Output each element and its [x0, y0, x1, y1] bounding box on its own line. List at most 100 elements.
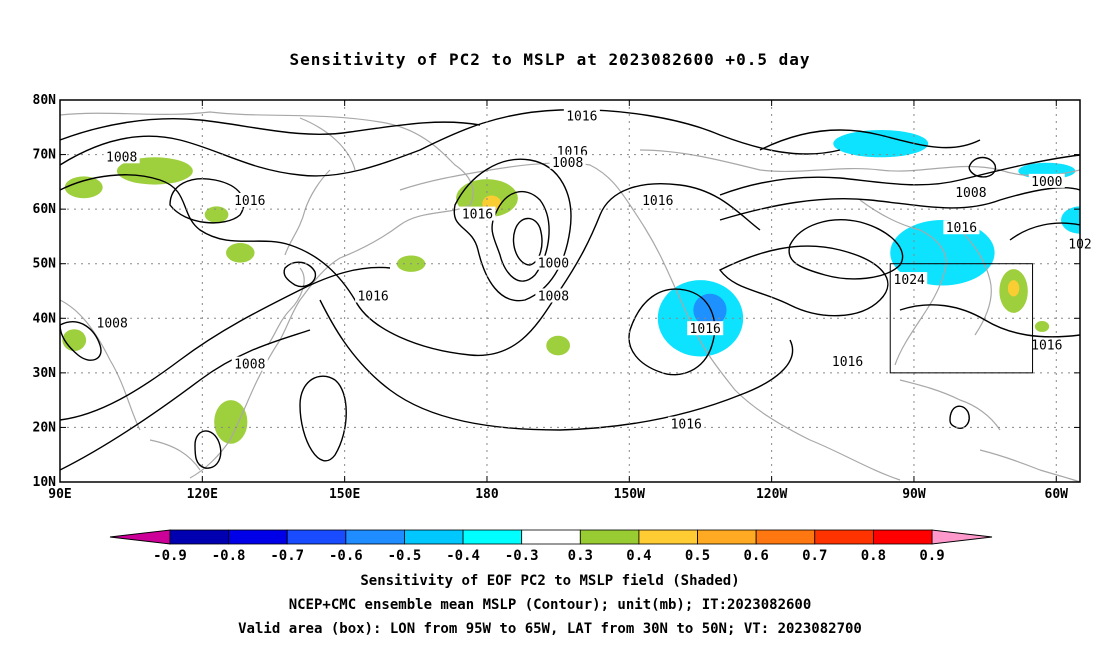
- contour-label-bg: [1028, 337, 1065, 352]
- contour-label: 1000: [1031, 175, 1062, 190]
- lon-tick-label: 120E: [187, 487, 218, 502]
- colorbar-swatch: [169, 529, 230, 545]
- shading-blob: [214, 400, 248, 444]
- contour-label: 1008: [106, 150, 137, 165]
- colorbar-label: -0.3: [505, 548, 539, 564]
- shading-blob: [1007, 280, 1020, 297]
- shading-blob: [890, 220, 995, 286]
- lat-tick-label: 20N: [33, 420, 57, 435]
- colorbar-label: -0.9: [153, 548, 187, 564]
- contour-label: 1008: [538, 289, 569, 304]
- contour-label-bg: [355, 288, 392, 303]
- lon-tick-label: 150W: [614, 487, 645, 502]
- colorbar-label: -0.8: [212, 548, 246, 564]
- lat-tick-label: 30N: [33, 366, 57, 381]
- shading-blob: [62, 329, 87, 352]
- contour-label-bg: [943, 220, 980, 235]
- colorbar-label: -0.5: [388, 548, 422, 564]
- lon-tick-label: 90E: [48, 487, 71, 502]
- colorbar-label: 0.9: [919, 548, 944, 564]
- shading-blob: [64, 176, 103, 199]
- contour-label-bg: [668, 416, 705, 431]
- lat-tick-label: 10N: [33, 475, 57, 490]
- contour-label-bg: [952, 184, 989, 199]
- contour-label-bg: [231, 356, 268, 371]
- contour-labels: 1016 1016 1008 1008 1016 1016 1016 1000 1008 1016…: [94, 108, 1094, 433]
- shading-blob: [204, 206, 229, 223]
- colorbar-swatch: [755, 529, 816, 545]
- contour-label: 1008: [955, 186, 986, 201]
- colorbar-label: -0.4: [446, 548, 480, 564]
- contour-label-bg: [459, 206, 496, 221]
- colorbar-label: 0.4: [626, 548, 651, 564]
- contour-label-bg: [563, 108, 600, 123]
- shading-blob: [1061, 206, 1080, 234]
- lat-lon-grid: [60, 100, 1080, 482]
- lat-tick-label: 50N: [33, 257, 57, 272]
- lon-tick-label: 60W: [1045, 487, 1069, 502]
- shading-blob: [226, 242, 255, 263]
- contour-label: 1016: [1031, 339, 1062, 354]
- contour-label: 1024: [894, 273, 925, 288]
- caption-shading: Sensitivity of EOF PC2 to MSLP field (Sh…: [360, 573, 740, 589]
- contour-label-bg: [535, 255, 572, 270]
- colorbar-swatch: [228, 529, 288, 545]
- colorbar-swatch: [814, 529, 874, 545]
- contour-label: 1008: [552, 156, 583, 171]
- contour-label-bg: [829, 353, 866, 368]
- lat-tick-label: 70N: [33, 148, 57, 163]
- contour-label-bg: [103, 149, 140, 164]
- caption-contour: NCEP+CMC ensemble mean MSLP (Contour); u…: [288, 597, 812, 613]
- shading-blob: [833, 130, 929, 158]
- caption-valid-area: Valid area (box): LON from 95W to 65W, L…: [238, 621, 862, 637]
- colorbar-swatch: [521, 529, 581, 545]
- contour-label-bg: [231, 192, 268, 207]
- colorbar-swatch: [345, 529, 405, 545]
- shading-blob: [116, 157, 193, 185]
- colorbar-high-end: [931, 529, 993, 545]
- colorbar-swatch: [404, 529, 464, 545]
- lon-tick-label: 120W: [756, 487, 787, 502]
- colorbar-label: 0.6: [744, 548, 769, 564]
- mslp-contours: [60, 109, 1080, 471]
- colorbar-swatch: [579, 529, 640, 545]
- colorbar-swatch: [697, 529, 757, 545]
- colorbar-label: 0.5: [685, 548, 710, 564]
- lat-tick-label: 40N: [33, 311, 57, 326]
- contour-label-bg: [1028, 173, 1065, 188]
- shading-blob: [1034, 321, 1050, 332]
- lon-tick-label: 150E: [329, 487, 360, 502]
- contour-label-bg: [94, 315, 131, 330]
- colorbar-label: -0.7: [270, 548, 304, 564]
- contour-label: 1016: [357, 289, 388, 304]
- coastlines: [60, 111, 1080, 482]
- map-frame: [59, 99, 1081, 483]
- contour-label: 1016: [946, 221, 977, 236]
- contour-label-bg: [549, 154, 586, 169]
- colorbar-swatch: [462, 529, 523, 545]
- colorbar: -0.9 -0.8 -0.7 -0.6 -0.5 -0.4 -0.3 0.3 0.4 0.5 0.6…: [109, 529, 993, 564]
- contour-label: 1016: [832, 355, 863, 370]
- colorbar-swatch: [638, 529, 698, 545]
- colorbar-label: 0.7: [802, 548, 827, 564]
- valid-area-box: [889, 263, 1034, 374]
- colorbar-swatch: [286, 529, 347, 545]
- contour-label: 1008: [97, 317, 128, 332]
- colorbar-label: 0.3: [568, 548, 593, 564]
- contour-label-bg: [554, 143, 591, 158]
- colorbar-swatch: [872, 529, 933, 545]
- lat-tick-label: 60N: [33, 202, 57, 217]
- colorbar-label: -0.6: [329, 548, 363, 564]
- contour-label: 1016: [234, 194, 265, 209]
- contour-label: 1016: [642, 194, 673, 209]
- sensitivity-shading: [62, 130, 1080, 444]
- contour-label: 1016: [566, 109, 597, 124]
- contour-label: 1016: [671, 418, 702, 433]
- contour-label-bg: [687, 321, 724, 336]
- colorbar-low-end: [109, 529, 171, 545]
- shading-blob: [546, 335, 570, 356]
- lon-tick-label: 90W: [902, 487, 926, 502]
- contour-label-bg: [891, 272, 928, 287]
